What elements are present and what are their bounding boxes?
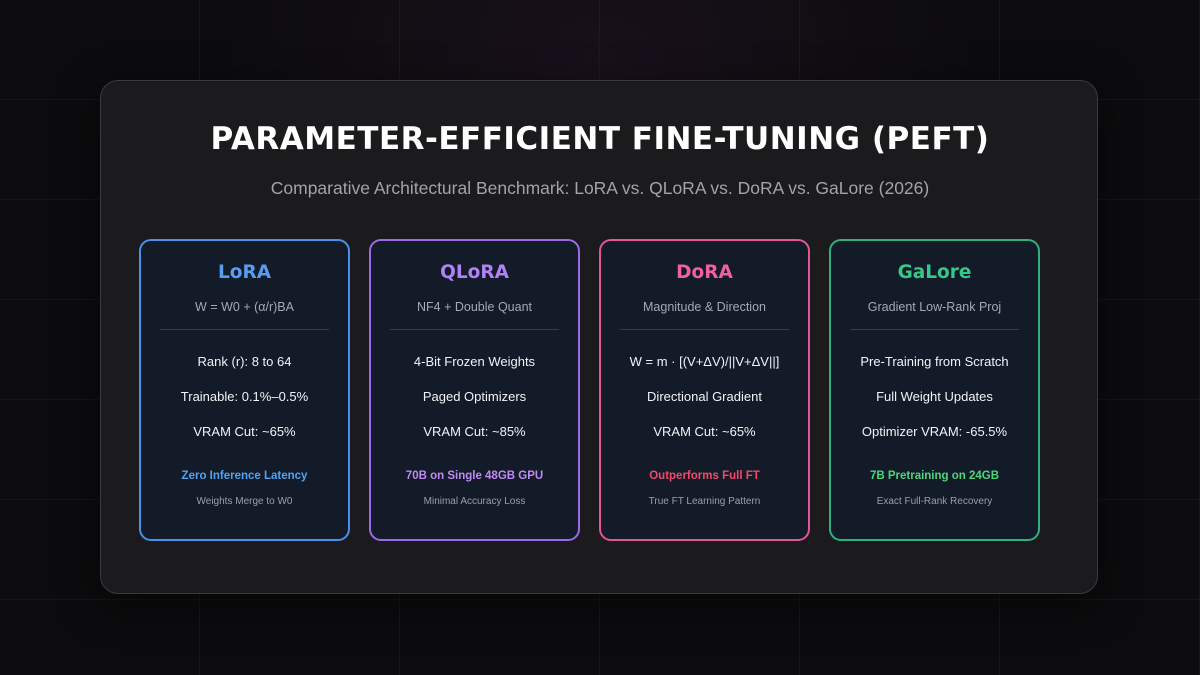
method-feature: Optimizer VRAM: -65.5%	[861, 424, 1008, 439]
method-feature: Full Weight Updates	[876, 389, 993, 404]
method-note: Weights Merge to W0	[196, 496, 293, 507]
method-note: Minimal Accuracy Loss	[423, 496, 526, 507]
method-feature: Paged Optimizers	[422, 389, 527, 404]
card-divider	[160, 329, 329, 330]
method-formula: Magnitude & Direction	[643, 300, 766, 314]
card-divider	[850, 329, 1019, 330]
method-formula: Gradient Low-Rank Proj	[867, 300, 1002, 314]
method-highlight: Outperforms Full FT	[649, 470, 760, 482]
method-feature: Trainable: 0.1%–0.5%	[180, 389, 309, 404]
method-highlight: 7B Pretraining on 24GB	[869, 470, 1000, 482]
method-feature: W = m · [(V+ΔV)/||V+ΔV||]	[629, 354, 780, 369]
method-highlight: 70B on Single 48GB GPU	[405, 470, 544, 482]
card-divider	[390, 329, 559, 330]
page-subtitle: Comparative Architectural Benchmark: LoR…	[270, 178, 930, 198]
method-feature: Rank (r): 8 to 64	[197, 354, 292, 369]
method-card-lora: LoRA W = W0 + (α/r)BA Rank (r): 8 to 64 …	[139, 239, 350, 541]
method-formula: W = W0 + (α/r)BA	[195, 300, 294, 314]
method-card-dora: DoRA Magnitude & Direction W = m · [(V+Δ…	[599, 239, 810, 541]
method-note: Exact Full-Rank Recovery	[876, 496, 993, 507]
card-divider	[620, 329, 789, 330]
page-title: PARAMETER-EFFICIENT FINE-TUNING (PEFT)	[210, 121, 990, 157]
method-name: LoRA	[217, 262, 272, 283]
method-formula: NF4 + Double Quant	[417, 300, 532, 314]
method-feature: 4-Bit Frozen Weights	[413, 354, 536, 369]
method-feature: Pre-Training from Scratch	[860, 354, 1009, 369]
method-note: True FT Learning Pattern	[648, 496, 761, 507]
method-name: QLoRA	[440, 262, 509, 283]
method-highlight: Zero Inference Latency	[181, 470, 308, 482]
method-name: DoRA	[676, 262, 733, 283]
method-name: GaLore	[897, 262, 972, 283]
method-feature: VRAM Cut: ~65%	[193, 424, 296, 439]
method-feature: VRAM Cut: ~85%	[423, 424, 526, 439]
method-card-galore: GaLore Gradient Low-Rank Proj Pre-Traini…	[829, 239, 1040, 541]
method-feature: VRAM Cut: ~65%	[653, 424, 756, 439]
method-card-qlora: QLoRA NF4 + Double Quant 4-Bit Frozen We…	[369, 239, 580, 541]
method-feature: Directional Gradient	[647, 389, 762, 404]
